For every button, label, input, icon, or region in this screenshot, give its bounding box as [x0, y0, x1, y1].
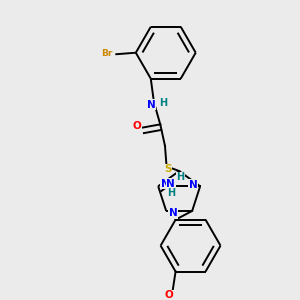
Text: N: N — [147, 100, 156, 110]
Text: N: N — [169, 208, 178, 218]
Text: H: H — [159, 98, 167, 108]
Text: Br: Br — [101, 49, 112, 58]
Text: O: O — [164, 290, 173, 300]
Text: N: N — [167, 179, 175, 189]
Text: H: H — [176, 172, 184, 182]
Text: N: N — [189, 180, 198, 190]
Text: O: O — [133, 121, 142, 131]
Text: S: S — [164, 164, 172, 175]
Text: H: H — [167, 188, 175, 198]
Text: N: N — [161, 179, 170, 189]
